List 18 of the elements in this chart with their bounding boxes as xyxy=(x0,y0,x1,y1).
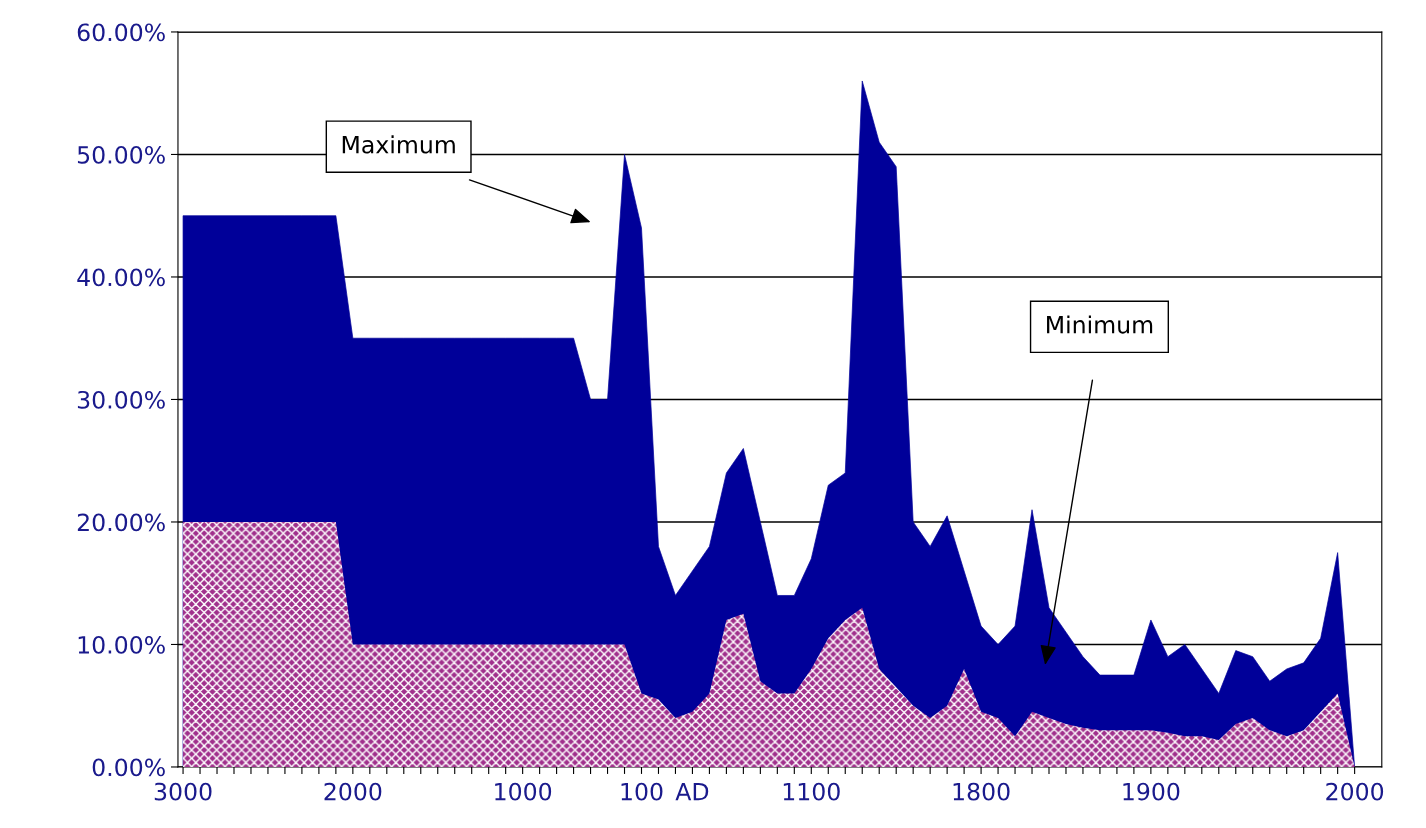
x-tick-label: 100 xyxy=(621,782,663,801)
x-tick-label: 2000 xyxy=(324,782,382,801)
x-tick-label: 1800 xyxy=(953,782,1010,801)
y-tick-label: 40.00% xyxy=(77,268,165,287)
annotation: Minimum xyxy=(1047,315,1153,334)
y-tick-label: 30.00% xyxy=(77,390,165,409)
y-tick-label: 60.00% xyxy=(77,23,165,42)
x-tick-label: AD xyxy=(675,782,709,801)
annotation: Maximum xyxy=(342,135,455,154)
x-tick-label: 1000 xyxy=(495,782,552,801)
y-tick-label: 10.00% xyxy=(78,635,165,654)
x-tick-label: 3000 xyxy=(154,782,212,801)
x-tick-label: 1100 xyxy=(783,782,840,801)
y-tick-label: 50.00% xyxy=(77,145,165,164)
y-tick-label: 0.00% xyxy=(92,758,165,777)
y-tick-label: 20.00% xyxy=(77,513,165,532)
x-tick-label: 2000 xyxy=(1326,782,1384,801)
x-tick-label: 1900 xyxy=(1123,782,1180,801)
